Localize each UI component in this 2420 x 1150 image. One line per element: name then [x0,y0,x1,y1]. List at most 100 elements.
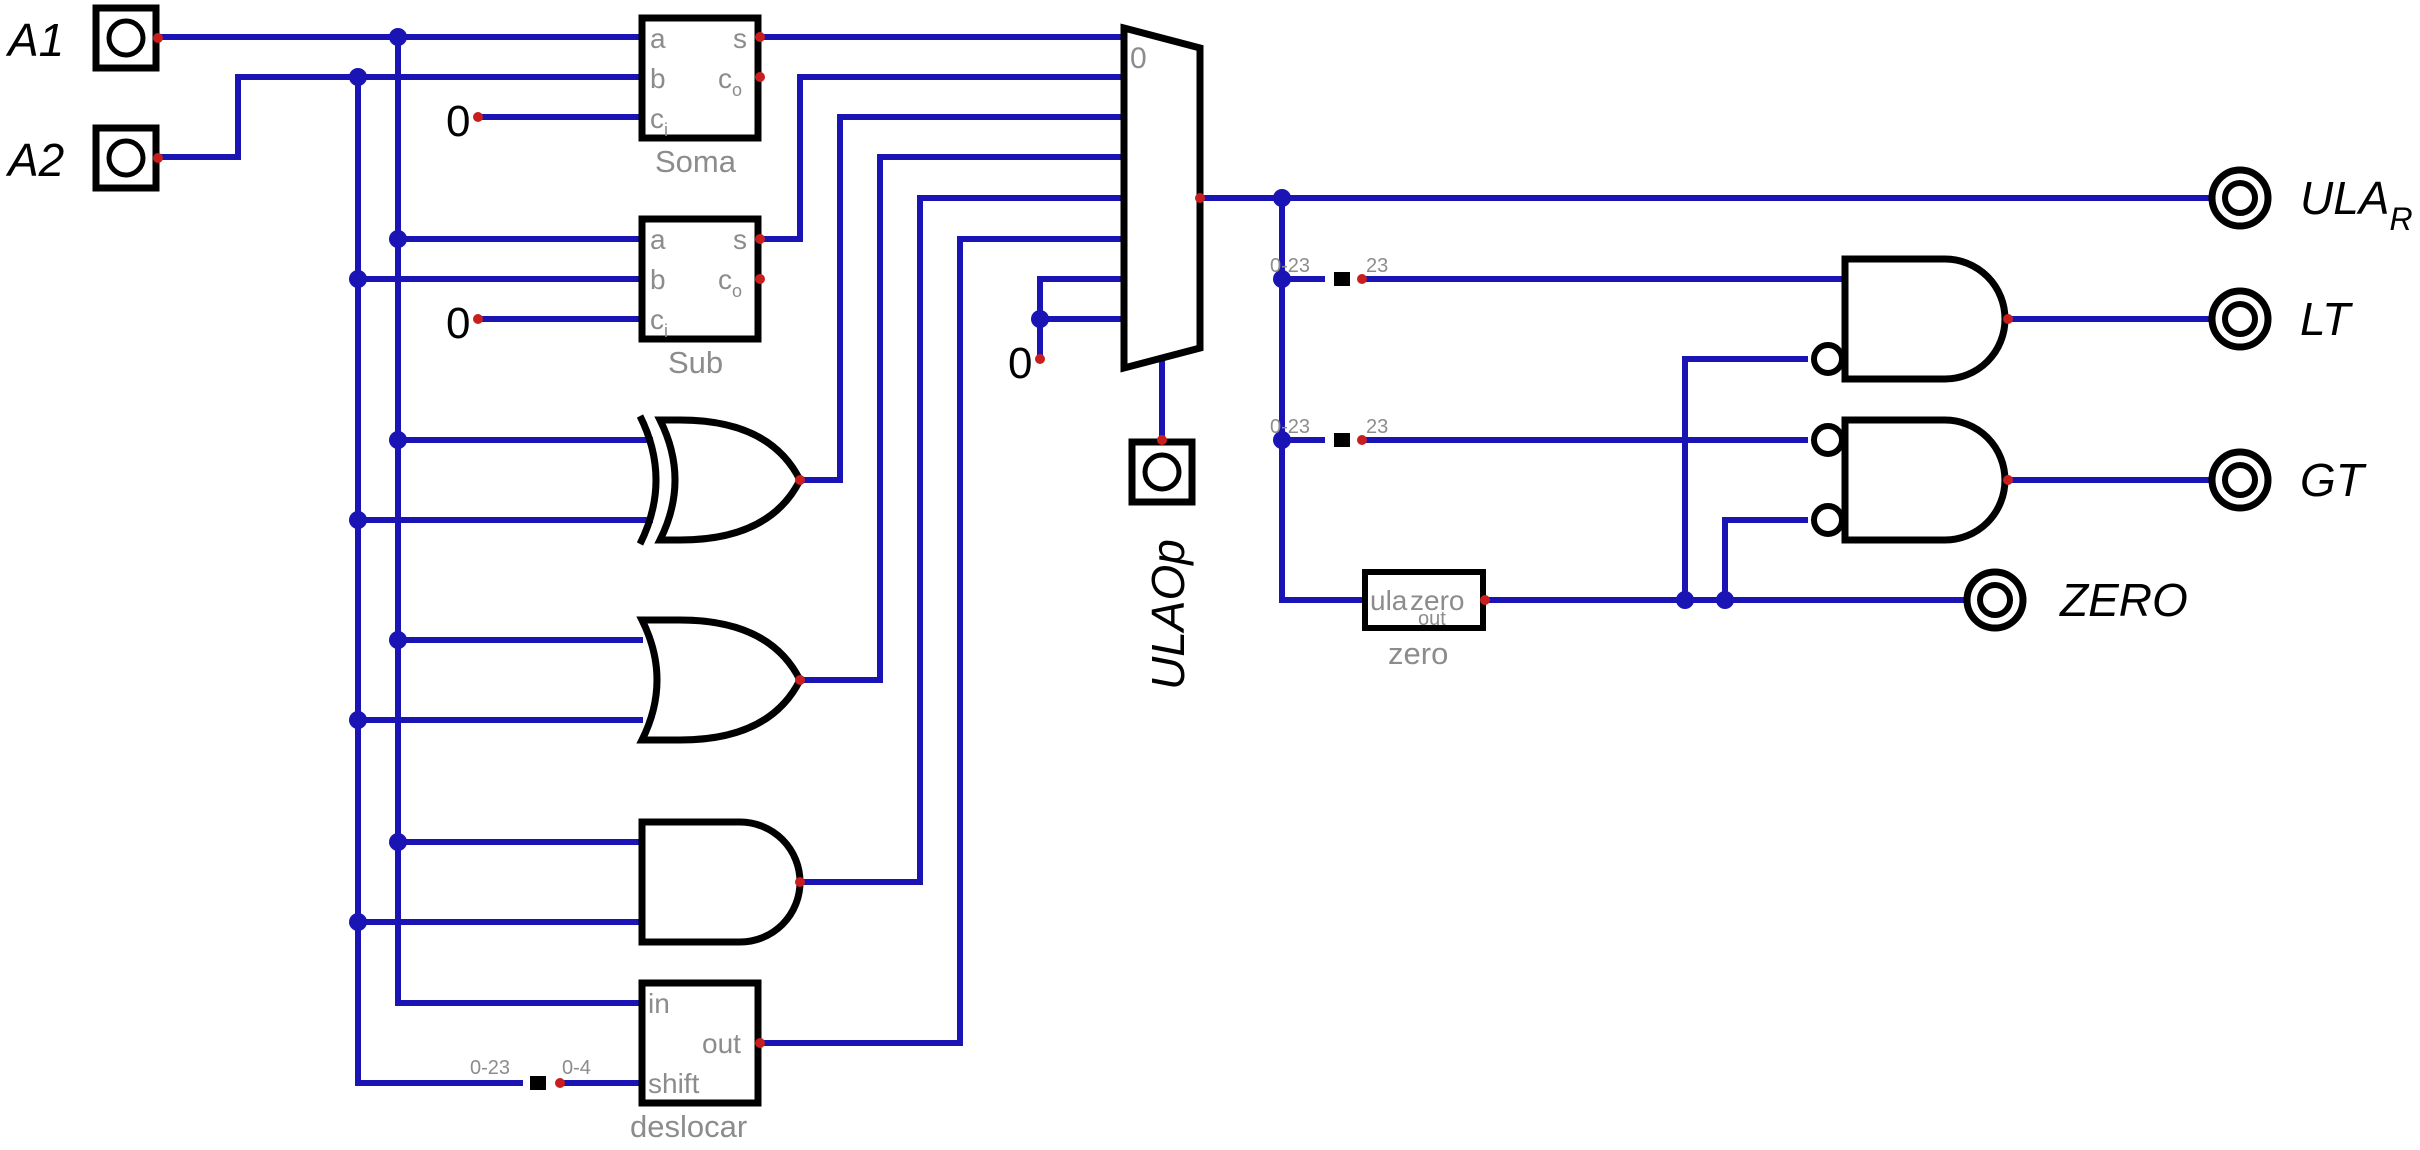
wire-const-to-mux [1037,276,1133,362]
junction-dot [1676,591,1694,609]
shifter-box[interactable] [638,979,762,1107]
sub-ci-constant: 0 [446,299,470,348]
output-ular-ring [2208,166,2272,230]
soma-pin-a: a [650,23,666,54]
gt-and-gate[interactable] [1811,416,2009,544]
output-ular-label-main: ULA [2300,172,2389,224]
port-dot [795,675,805,685]
zero-block-name: zero [1388,636,1448,671]
shifter-pin-shift: shift [648,1068,700,1099]
junction-dot [349,270,367,288]
port-dot [1035,354,1045,364]
soma-pin-ci-main: c [650,103,664,134]
zero-block-pin-in: ula [1370,585,1408,616]
splitter-mid [1334,433,1350,447]
junction-dot [349,711,367,729]
junctions [349,28,1734,931]
mux[interactable] [1120,23,1204,373]
junction-dot [389,28,407,46]
port-dot [755,274,765,284]
soma-pin-co-sub: o [732,80,742,100]
zero-box[interactable] [1362,569,1486,631]
soma-pin-b: b [650,63,666,94]
wire-a1-vertical [395,34,643,1006]
soma-pin-s: s [733,23,747,54]
and-gate-body[interactable] [638,818,804,946]
port-dot [755,72,765,82]
zero-block[interactable] [1362,569,1486,631]
input-a2-label: A2 [5,134,64,186]
junction-dot [349,511,367,529]
zero-block-pin-out: zero [1410,585,1464,616]
gt-and-gate-body[interactable] [1841,416,2009,544]
port-dot [473,314,483,324]
wire-zero-to-lt [1682,356,1808,603]
soma-box[interactable] [638,14,762,142]
input-ulaop-indicator [1142,452,1182,492]
junction-dot [389,631,407,649]
input-a2-box[interactable] [92,124,160,192]
lt-invert-bubble [1811,342,1845,376]
splitter-shift-left-label: 0-23 [470,1057,510,1079]
port-dot [755,234,765,244]
port-dot [473,112,483,122]
output-zero-label: ZERO [2059,574,2188,626]
output-lt-ring [2208,287,2272,351]
or-gate-body[interactable] [636,616,804,744]
splitter-mid-right-label: 23 [1366,416,1388,438]
xor-gate[interactable] [636,414,804,546]
output-gt-label: GT [2300,454,2367,506]
soma-ci-constant: 0 [446,97,470,146]
output-ular [2208,166,2272,230]
sub-pin-ci: ci [650,304,668,341]
soma-pin-co-main: c [718,63,732,94]
wire-xor-to-mux [797,114,1133,483]
shifter-block[interactable] [638,979,762,1107]
gt-invert-bubble-top [1811,423,1845,457]
junction-dot [389,230,407,248]
or-gate[interactable] [636,616,804,744]
soma-block[interactable] [638,14,762,142]
soma-pin-co: co [718,63,742,100]
port-dot [1480,595,1490,605]
junction-dot [1716,591,1734,609]
input-a2[interactable] [92,124,160,192]
splitter-shift-right-label: 0-4 [562,1057,591,1079]
lt-and-gate[interactable] [1811,255,2009,383]
and-gate[interactable] [638,818,804,946]
wire-or-to-mux [797,154,1133,683]
mux-body[interactable] [1120,23,1204,373]
wire-and-to-mux [797,195,1133,885]
sub-pin-a: a [650,224,666,255]
sub-pin-co-main: c [718,264,732,295]
shifter-pin-out: out [702,1028,741,1059]
port-dot [795,877,805,887]
input-a1[interactable] [92,4,160,72]
junction-dot [1273,270,1291,288]
sub-pin-b: b [650,264,666,295]
splitter-top-left-label: 0-23 [1270,255,1310,277]
input-a1-box[interactable] [92,4,160,72]
sub-pin-co: co [718,264,742,301]
splitter-shift [530,1076,546,1090]
xor-gate-back-curve [636,414,660,546]
xor-gate-body[interactable] [654,416,804,544]
input-ulaop-box[interactable] [1128,438,1196,506]
wire-result-vertical [1279,195,1368,603]
port-dot [153,153,163,163]
wire-shift-to-mux [757,236,1133,1046]
junction-dot [349,913,367,931]
sub-name: Sub [668,345,723,380]
lt-and-gate-body[interactable] [1841,255,2009,383]
port-dot [795,475,805,485]
output-lt [2208,287,2272,351]
port-dot [2003,314,2013,324]
junction-dot [1273,431,1291,449]
junction-dot [1031,310,1049,328]
splitter-top-right-label: 23 [1366,255,1388,277]
input-ulaop[interactable] [1128,438,1196,506]
input-a1-indicator [106,18,146,58]
port-dot [1195,193,1205,203]
port-dot [755,1038,765,1048]
